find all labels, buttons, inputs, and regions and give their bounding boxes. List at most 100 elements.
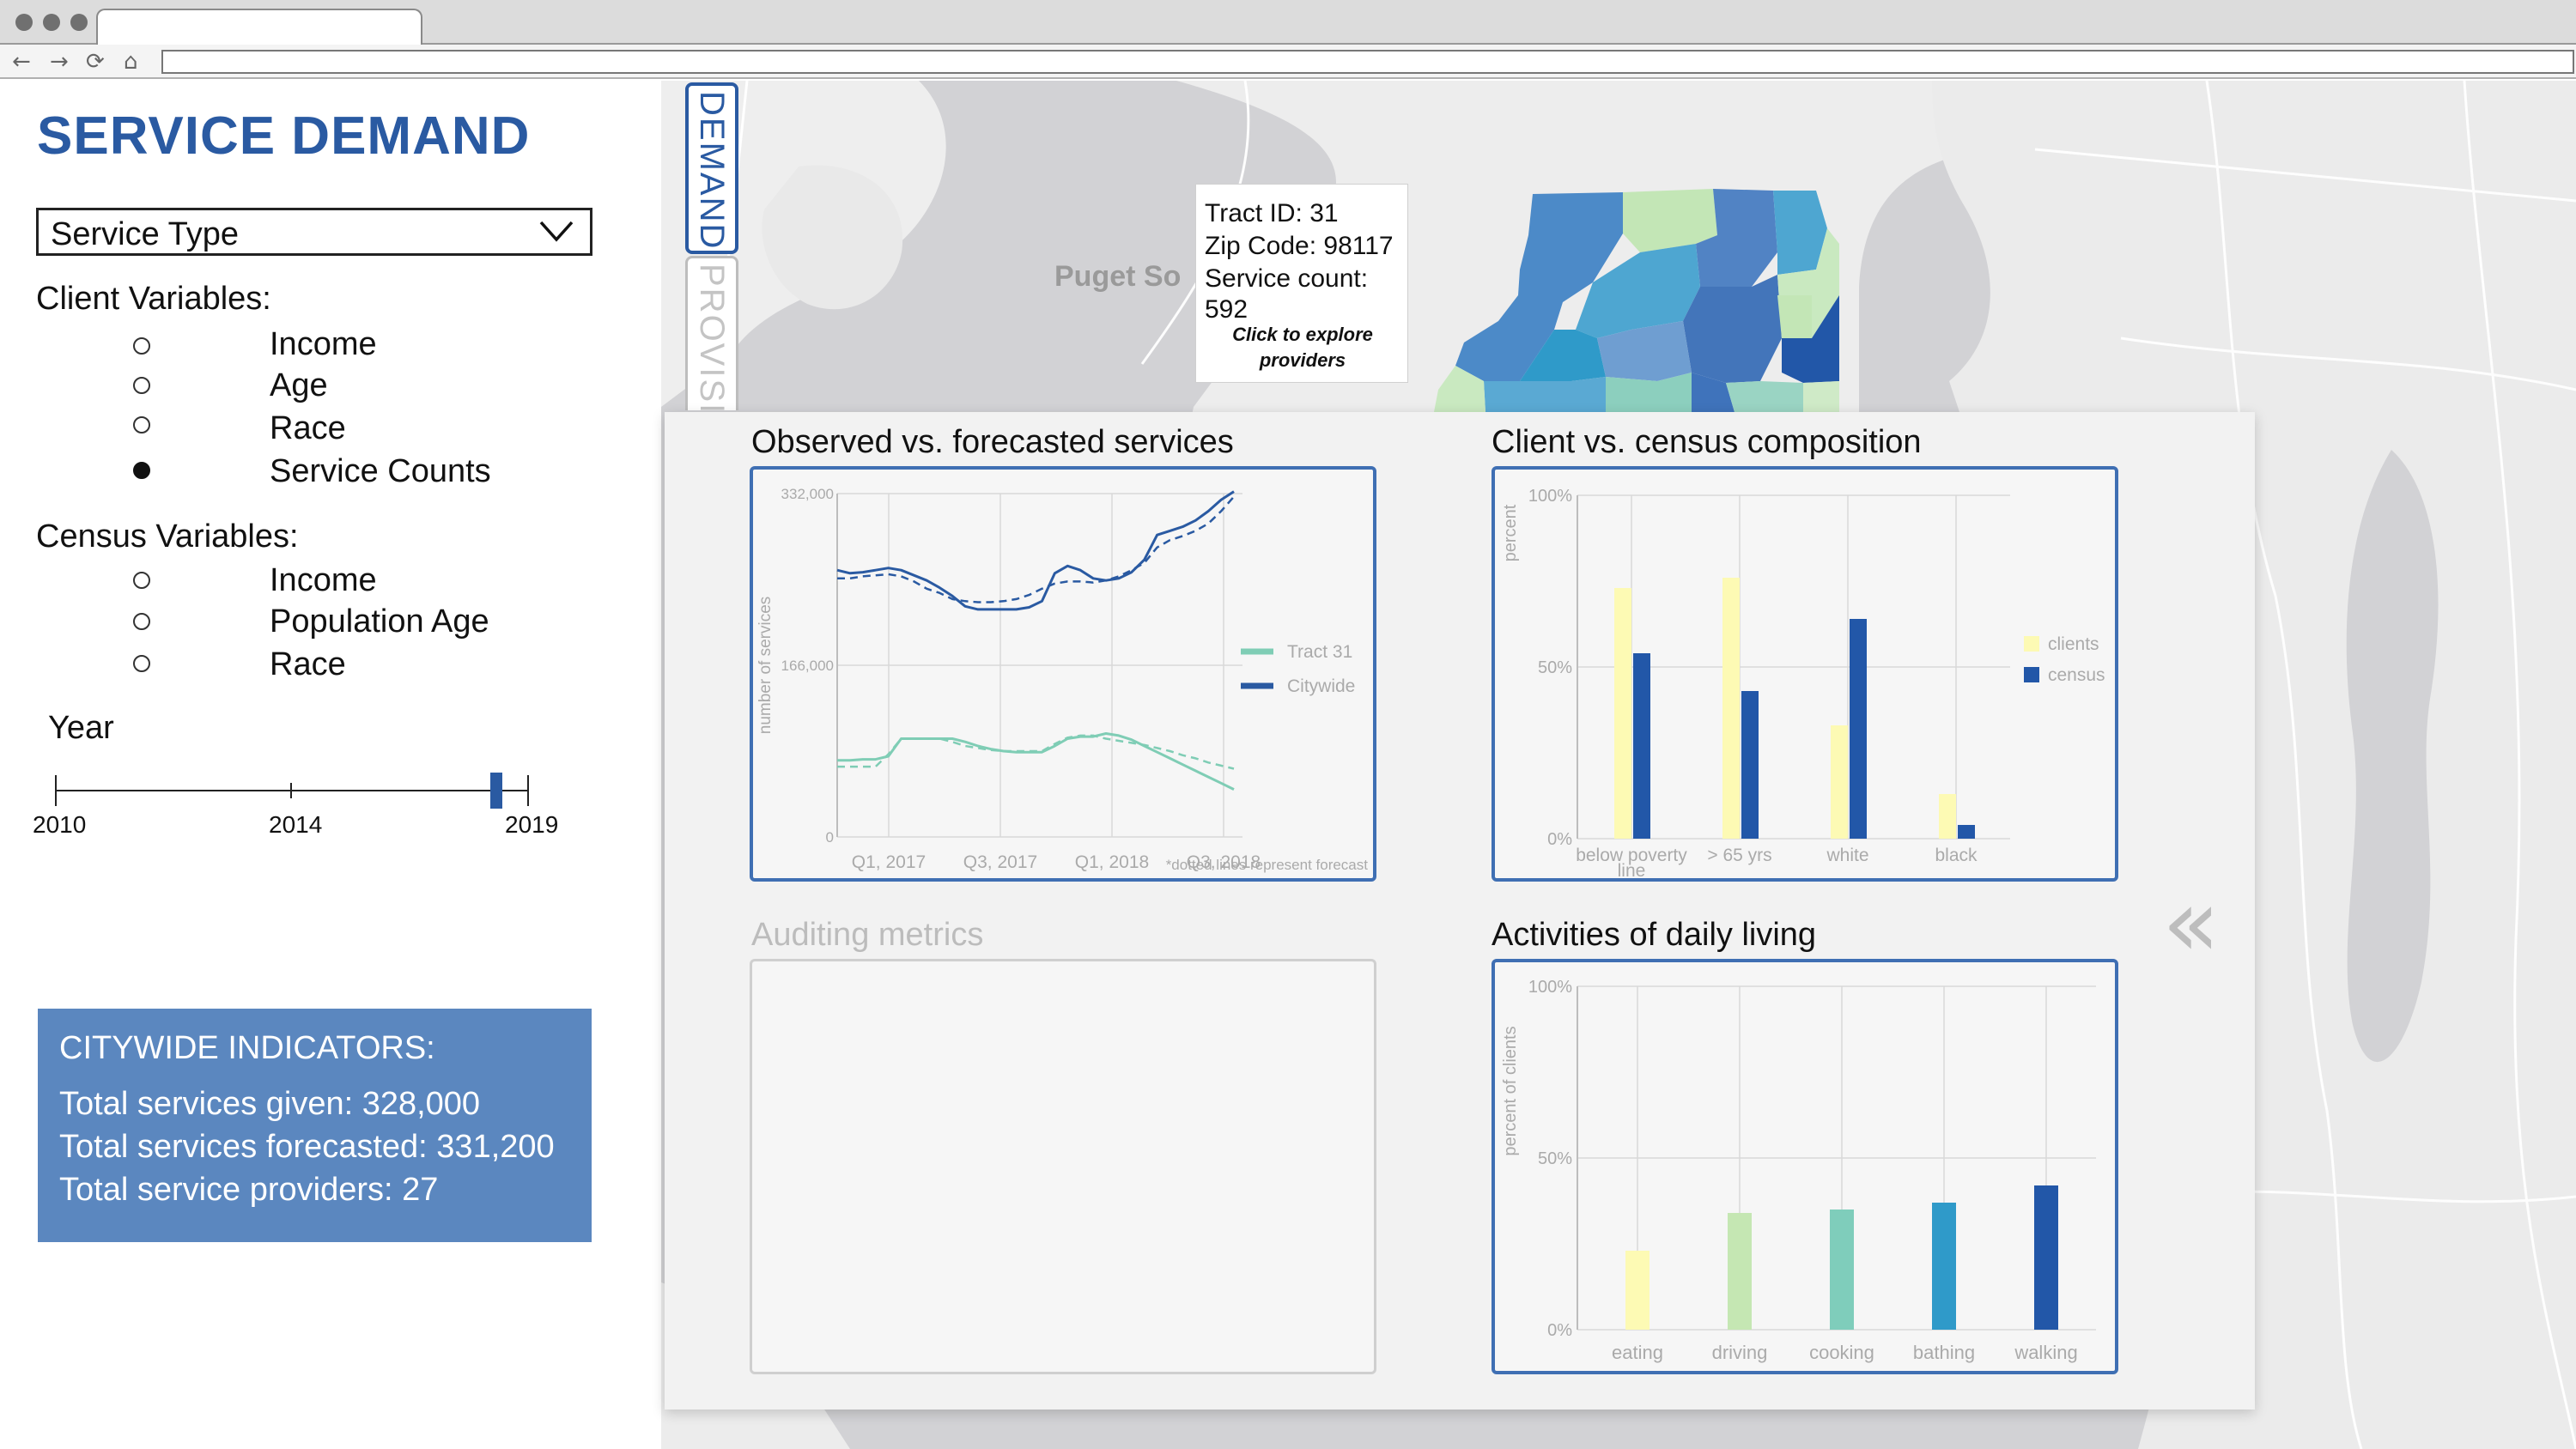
bar-clients--65-yrs bbox=[1722, 578, 1740, 839]
tab-demand-label: DEMAND bbox=[693, 91, 731, 251]
legend-swatch bbox=[2024, 667, 2039, 682]
x-tick-label: cooking bbox=[1809, 1342, 1874, 1363]
indicators-title: CITYWIDE INDICATORS: bbox=[59, 1030, 435, 1066]
radio-census-income[interactable] bbox=[133, 572, 150, 589]
client-variables-label: Client Variables: bbox=[36, 281, 271, 317]
forward-arrow-icon[interactable]: → bbox=[50, 49, 69, 75]
chevron-down-icon bbox=[539, 221, 574, 242]
year-tick bbox=[290, 783, 292, 798]
bar-clients-white bbox=[1831, 725, 1848, 839]
x-tick-label: white bbox=[1826, 846, 1868, 865]
x-tick-label: eating bbox=[1612, 1342, 1663, 1363]
year-tick bbox=[527, 775, 529, 806]
observed-chart-card[interactable]: 0 166,000 332,000 number of services Q1, 201… bbox=[750, 466, 1376, 882]
legend-label: census bbox=[2048, 665, 2105, 685]
tab-demand[interactable]: DEMAND bbox=[685, 82, 738, 254]
address-bar[interactable] bbox=[161, 50, 2574, 74]
bar-clients-below-poverty-line bbox=[1614, 588, 1631, 839]
year-tick-label: 2014 bbox=[269, 811, 323, 838]
radio-client-income[interactable] bbox=[133, 337, 150, 355]
explore-providers-link[interactable]: Click to explore providers bbox=[1232, 324, 1373, 371]
x-tick-label: Q1, 2017 bbox=[852, 852, 926, 872]
service-type-dropdown[interactable]: Service Type bbox=[36, 208, 592, 256]
y-tick-label: 0 bbox=[826, 829, 834, 846]
tooltip-service-count: Service count: 592 bbox=[1205, 264, 1369, 324]
browser-tab[interactable] bbox=[96, 9, 422, 45]
radio-label-census-population-age[interactable]: Population Age bbox=[270, 603, 489, 640]
y-tick-label: 50% bbox=[1538, 1149, 1572, 1168]
x-tick-label: walking bbox=[2014, 1342, 2077, 1363]
window-zoom-dot[interactable] bbox=[70, 14, 88, 31]
x-tick-label: > 65 yrs bbox=[1707, 846, 1771, 865]
radio-client-race[interactable] bbox=[133, 416, 150, 433]
radio-label-client-race[interactable]: Race bbox=[270, 410, 346, 446]
y-tick-label: 332,000 bbox=[781, 486, 834, 502]
y-axis-label: percent of clients bbox=[1501, 1026, 1520, 1155]
bar-clients-black bbox=[1939, 794, 1956, 839]
radio-census-population-age[interactable] bbox=[133, 613, 150, 630]
x-tick-label: driving bbox=[1712, 1342, 1768, 1363]
tooltip-zip-code: Zip Code: 98117 bbox=[1205, 232, 1394, 260]
x-tick-label: Q3, 2018 bbox=[1187, 852, 1261, 872]
browser-tab-bar bbox=[0, 0, 2576, 45]
x-tick-label: bathing bbox=[1913, 1342, 1975, 1363]
y-tick-label: 50% bbox=[1538, 658, 1572, 677]
legend-label: Citywide bbox=[1287, 676, 1355, 696]
radio-census-race[interactable] bbox=[133, 655, 150, 672]
y-axis-label: number of services bbox=[756, 597, 775, 735]
series-line-tract-31-observed bbox=[837, 732, 1235, 791]
y-axis-label: percent bbox=[1501, 504, 1520, 561]
bar-cooking bbox=[1830, 1210, 1854, 1330]
y-tick-label: 0% bbox=[1547, 1321, 1572, 1340]
collapse-panel-icon[interactable]: « bbox=[2162, 868, 2221, 978]
bar-census-white bbox=[1850, 619, 1867, 839]
reload-icon[interactable]: ⟳ bbox=[86, 49, 105, 75]
y-tick-label: 100% bbox=[1528, 487, 1572, 506]
radio-label-census-race[interactable]: Race bbox=[270, 646, 346, 682]
home-icon[interactable]: ⌂ bbox=[124, 49, 138, 75]
citywide-indicators-card: CITYWIDE INDICATORS: Total services give… bbox=[38, 1009, 592, 1242]
radio-label-client-service-counts[interactable]: Service Counts bbox=[270, 453, 491, 489]
x-tick-label: Q1, 2018 bbox=[1075, 852, 1149, 872]
bar-census--65-yrs bbox=[1741, 691, 1759, 839]
indicator-total-services: Total services given: 328,000 bbox=[59, 1086, 481, 1122]
census-chart-title: Client vs. census composition bbox=[1492, 424, 1922, 460]
legend-swatch bbox=[2024, 636, 2039, 652]
indicator-forecasted-services: Total services forecasted: 331,200 bbox=[59, 1129, 555, 1165]
auditing-metrics-title: Auditing metrics bbox=[751, 917, 984, 953]
auditing-metrics-card[interactable] bbox=[750, 959, 1376, 1374]
observed-chart-title: Observed vs. forecasted services bbox=[751, 424, 1234, 460]
radio-client-service-counts[interactable] bbox=[133, 462, 150, 479]
radio-label-client-income[interactable]: Income bbox=[270, 326, 377, 362]
legend-label: clients bbox=[2048, 634, 2099, 654]
year-tick bbox=[55, 775, 57, 806]
y-tick-label: 166,000 bbox=[781, 658, 834, 674]
census-variables-label: Census Variables: bbox=[36, 518, 299, 555]
bar-walking bbox=[2034, 1185, 2058, 1330]
adl-chart: 0% 50% 100% percent of clients eating driving… bbox=[1501, 978, 2096, 1363]
back-arrow-icon[interactable]: ← bbox=[12, 49, 31, 75]
series-line-citywide-forecast bbox=[837, 495, 1235, 603]
window-close-dot[interactable] bbox=[15, 14, 33, 31]
radio-label-census-income[interactable]: Income bbox=[270, 562, 377, 598]
bar-census-below-poverty-line bbox=[1633, 653, 1650, 839]
page-title: SERVICE DEMAND bbox=[37, 106, 531, 166]
series-line-tract-31-forecast bbox=[837, 734, 1235, 770]
tract-tooltip[interactable]: Tract ID: 31 Zip Code: 98117 Service cou… bbox=[1195, 184, 1408, 383]
census-chart-card[interactable]: 0% 50% 100% percent below poverty line > 65 yr… bbox=[1492, 466, 2118, 882]
adl-chart-card[interactable]: 0% 50% 100% percent of clients eating driving… bbox=[1492, 959, 2118, 1374]
radio-label-client-age[interactable]: Age bbox=[270, 367, 328, 403]
radio-client-age[interactable] bbox=[133, 377, 150, 394]
indicator-service-providers: Total service providers: 27 bbox=[59, 1172, 439, 1208]
window-minimize-dot[interactable] bbox=[43, 14, 60, 31]
y-tick-label: 100% bbox=[1528, 978, 1572, 997]
x-tick-label: line bbox=[1618, 861, 1646, 878]
bar-driving bbox=[1728, 1213, 1752, 1330]
legend-label: Tract 31 bbox=[1287, 642, 1352, 662]
year-label: Year bbox=[48, 710, 114, 746]
bar-bathing bbox=[1932, 1203, 1956, 1330]
map-water-label: Puget So bbox=[1054, 260, 1182, 293]
year-slider-handle[interactable] bbox=[490, 773, 502, 809]
tab-provision[interactable]: PROVISI bbox=[685, 256, 738, 410]
